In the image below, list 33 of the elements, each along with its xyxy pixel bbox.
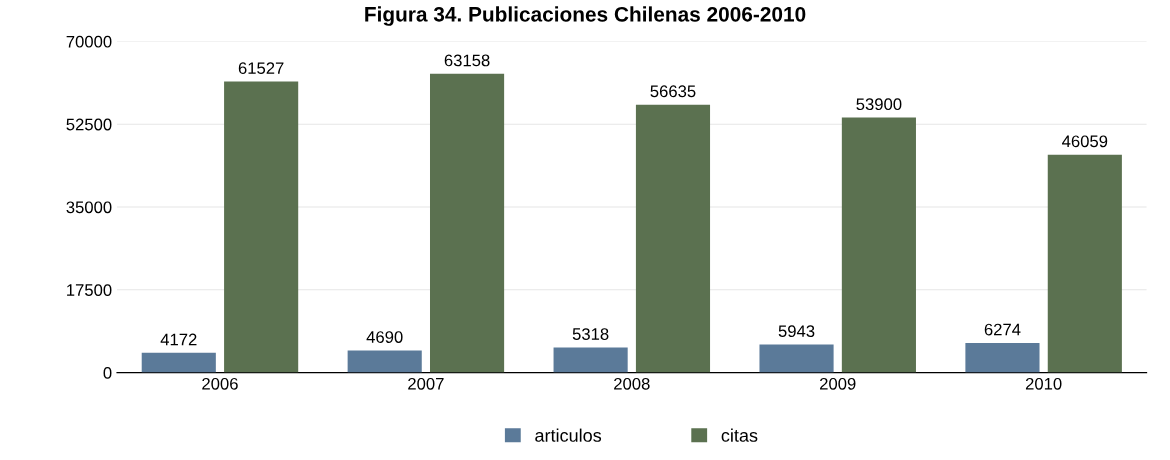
- data-label: 6274: [984, 323, 1021, 336]
- chart-title: Figura 34. Publicaciones Chilenas 2006-2010: [365, 6, 806, 26]
- data-label: 46059: [1062, 135, 1108, 148]
- y-tick-label: 70000: [66, 35, 112, 48]
- data-label: 61527: [238, 62, 284, 75]
- y-tick-label: 52500: [66, 118, 112, 131]
- y-tick-label: 0: [103, 367, 112, 379]
- bar: [1047, 154, 1122, 373]
- bar: [430, 73, 505, 373]
- bar: [965, 342, 1040, 373]
- data-label: 56635: [650, 85, 696, 98]
- bar: [841, 117, 916, 373]
- bar: [141, 352, 216, 373]
- y-tick-label: 35000: [66, 201, 112, 214]
- data-label: 4172: [160, 333, 197, 346]
- bar: [224, 81, 299, 373]
- data-label: 53900: [856, 98, 902, 111]
- bar: [635, 104, 711, 373]
- legend-label: articulos: [535, 428, 602, 442]
- data-label: 63158: [444, 54, 490, 67]
- x-tick-label: 2009: [820, 377, 856, 390]
- x-tick-label: 2010: [1025, 377, 1062, 390]
- x-tick-label: 2007: [408, 377, 444, 390]
- data-label: 4690: [366, 331, 403, 343]
- data-label: 5318: [572, 328, 609, 340]
- bar: [759, 344, 834, 373]
- x-tick-label: 2008: [614, 377, 650, 390]
- data-label: 5943: [778, 325, 815, 338]
- x-tick-label: 2006: [202, 377, 238, 390]
- legend-label: citas: [721, 428, 758, 442]
- bar: [347, 350, 422, 373]
- y-tick-label: 17500: [67, 284, 112, 296]
- bar: [553, 347, 628, 373]
